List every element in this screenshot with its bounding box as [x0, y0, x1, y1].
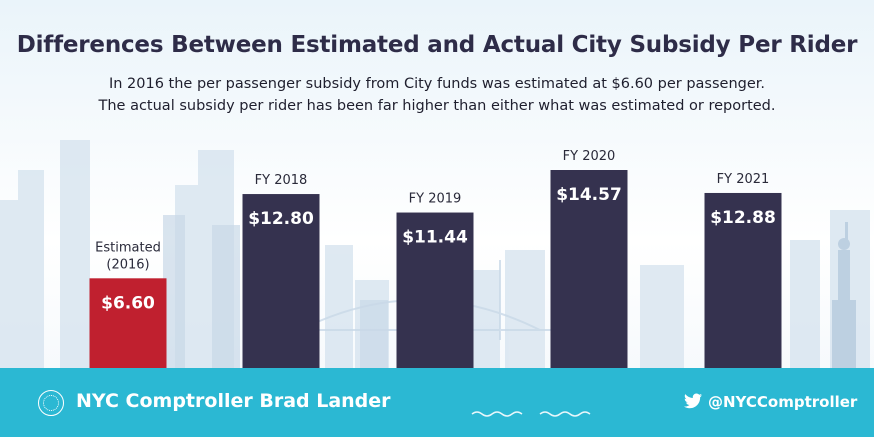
- category-label: Estimated: [95, 240, 161, 255]
- bar-value-label: $12.88: [710, 208, 776, 228]
- category-label: FY 2019: [409, 192, 462, 207]
- category-label: FY 2018: [255, 173, 308, 188]
- bar-3: [396, 212, 474, 368]
- subtitle-line-2: The actual subsidy per rider has been fa…: [98, 98, 776, 114]
- bar-chart: $6.60 Estimated (2016) $12.80 FY 2018 $11.44 F…: [89, 149, 782, 368]
- organization-name: NYC Comptroller Brad Lander: [76, 390, 391, 412]
- city-skyline-background: [0, 140, 870, 368]
- subtitle-line-1: In 2016 the per passenger subsidy from C…: [108, 76, 766, 92]
- statue-of-liberty-icon: [832, 222, 856, 368]
- category-label: FY 2021: [717, 172, 770, 187]
- bar-value-label: $6.60: [101, 293, 155, 313]
- bar-1: [89, 278, 167, 368]
- bar-value-label: $11.44: [402, 228, 468, 248]
- category-label: (2016): [106, 257, 149, 272]
- twitter-handle-link[interactable]: @NYCComptroller: [708, 393, 858, 411]
- bar-value-label: $14.57: [556, 185, 622, 205]
- bar-4: [550, 170, 628, 368]
- twitter-bird-icon[interactable]: [684, 393, 702, 409]
- bar-5: [704, 192, 782, 368]
- footer-banner: NYC Comptroller Brad Lander @NYCComptrol…: [0, 368, 874, 437]
- wave-decoration: [471, 411, 591, 417]
- bar-2: [242, 194, 320, 368]
- chart-title: Differences Between Estimated and Actual…: [16, 32, 858, 58]
- nyc-seal-icon: [38, 390, 64, 416]
- category-label: FY 2020: [563, 149, 616, 164]
- bar-value-label: $12.80: [248, 209, 314, 229]
